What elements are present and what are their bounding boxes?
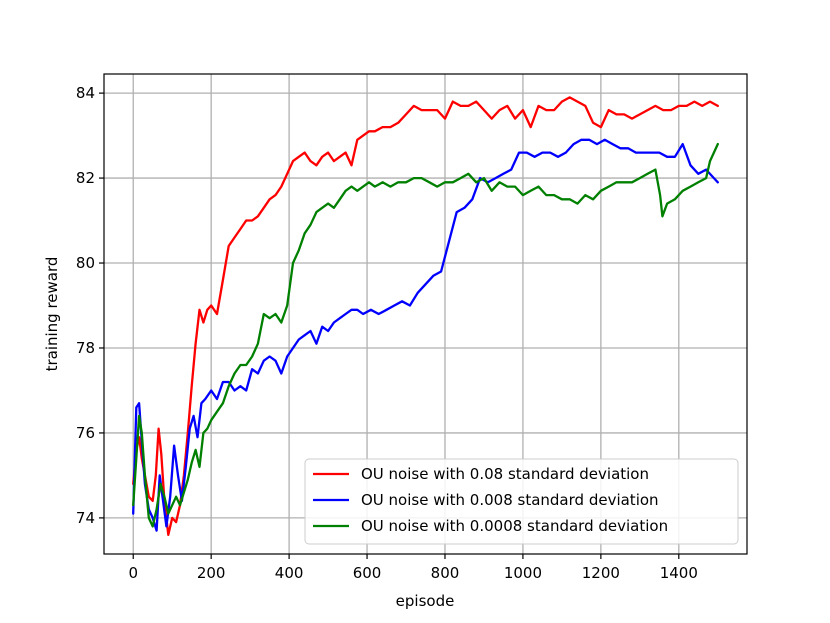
series-line-1 <box>132 138 719 532</box>
y-tick-label: 74 <box>76 509 95 527</box>
y-tick-label: 80 <box>76 254 95 272</box>
legend-label-2: OU noise with 0.0008 standard deviation <box>361 517 668 535</box>
y-tick-label: 76 <box>76 424 95 442</box>
x-tick-label: 1200 <box>582 564 620 582</box>
series-layer <box>132 96 719 537</box>
series-line-0 <box>132 96 719 537</box>
x-tick-label: 800 <box>431 564 460 582</box>
x-tick-label: 0 <box>128 564 138 582</box>
y-tick-label: 84 <box>76 84 95 102</box>
x-axis-label: episode <box>396 592 455 610</box>
x-axis-ticks: 0 200 400 600 800 1000 1200 1400 <box>128 554 698 582</box>
x-tick-label: 400 <box>275 564 304 582</box>
legend: OU noise with 0.08 standard deviation OU … <box>304 458 739 545</box>
plot-frame <box>103 73 748 555</box>
x-tick-label: 600 <box>353 564 382 582</box>
x-tick-label: 1400 <box>660 564 698 582</box>
x-tick-label: 1000 <box>504 564 542 582</box>
y-axis-label: training reward <box>43 257 61 372</box>
y-axis-ticks: 74 76 78 80 82 84 <box>76 84 104 527</box>
x-tick-label: 200 <box>197 564 226 582</box>
legend-box <box>304 458 739 545</box>
series-line-2 <box>132 142 719 528</box>
legend-label-0: OU noise with 0.08 standard deviation <box>361 465 649 483</box>
legend-label-1: OU noise with 0.008 standard deviation <box>361 491 659 509</box>
y-tick-label: 82 <box>76 169 95 187</box>
y-tick-label: 78 <box>76 339 95 357</box>
